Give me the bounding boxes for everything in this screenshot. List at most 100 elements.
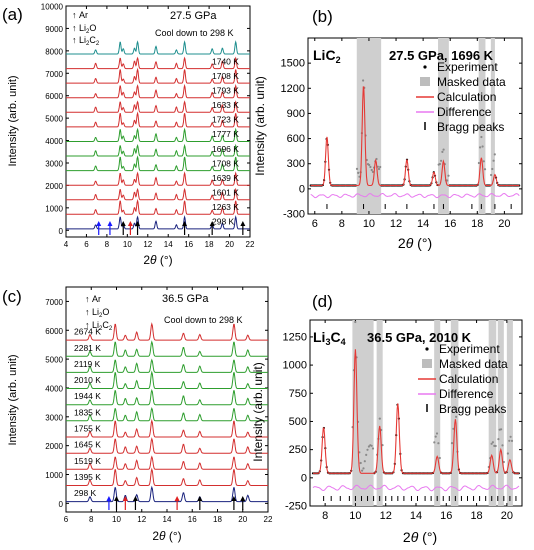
y-tick-label-b: 300 xyxy=(287,158,305,170)
experiment-point xyxy=(369,165,372,169)
diffraction-curve xyxy=(66,455,268,470)
legend-c: ↑ Ar ↑ Li2O ↑ Li2C2 xyxy=(85,294,113,332)
experiment-point xyxy=(481,145,484,148)
x-axis-label-b: 2θ (°) xyxy=(398,235,432,251)
experiment-point xyxy=(455,415,458,418)
marker-arrows-a xyxy=(96,221,246,235)
experiment-point xyxy=(501,444,504,447)
experiment-point xyxy=(365,453,368,456)
legend-label-ar-a: Ar xyxy=(79,10,88,20)
phase-marker-arrowhead xyxy=(96,221,102,226)
temperature-labels-a: 298 K 1263 K 1601 K 1639 K 1708 K 1696 K 1777 … xyxy=(212,56,239,226)
temperature-label: 2119 K xyxy=(74,359,101,369)
masked-region xyxy=(488,320,497,506)
temperature-label: 1835 K xyxy=(74,407,101,417)
x-tick-label-d: 10 xyxy=(349,510,361,522)
difference-curve xyxy=(312,484,520,492)
temperature-labels-c: 298 K 1395 K 1519 K 1645 K 1755 K 1835 K 1944 … xyxy=(74,327,101,499)
y-tick-label-d: 0 xyxy=(301,472,307,484)
masked-region xyxy=(506,320,513,506)
experiment-point xyxy=(446,179,449,182)
experiment-point xyxy=(491,441,494,444)
masked-region xyxy=(356,38,382,214)
legend-marker-masked xyxy=(420,77,430,86)
phase-marker-arrowhead xyxy=(231,496,237,501)
experiment-point xyxy=(371,447,375,450)
temperature-label: 2674 K xyxy=(74,327,101,337)
y-tick-label-b: 1500 xyxy=(281,58,305,70)
experiment-point xyxy=(433,441,436,444)
legend-label: Masked data xyxy=(439,357,508,371)
temperature-label: 1793 K xyxy=(212,85,239,95)
x-tick-label-b: 16 xyxy=(444,218,456,230)
legend-marker-experiment xyxy=(425,347,429,351)
x-ticks-b: 6 8 10 12 14 16 18 20 xyxy=(312,38,511,230)
y-tick-label-d: 1250 xyxy=(283,331,307,343)
x-tick-label-d: 20 xyxy=(501,510,513,522)
temperature-label: 1740 K xyxy=(212,56,239,66)
difference-curve xyxy=(310,192,520,199)
y-ticks-a: 0 1000 2000 3000 4000 5000 6000 7000 8000 9000 100… xyxy=(41,3,250,236)
panel-label-d: (d) xyxy=(312,292,333,311)
diffraction-curve xyxy=(66,67,250,84)
temperature-label: 1601 K xyxy=(212,188,239,198)
masked-region xyxy=(376,320,383,506)
experiment-point xyxy=(377,167,381,171)
temperature-label: 1708 K xyxy=(212,158,239,168)
phase-marker-arrowhead xyxy=(209,221,215,226)
x-tick-label-a: 16 xyxy=(184,240,193,249)
experiment-point xyxy=(479,146,482,149)
x-tick-label-b: 20 xyxy=(498,218,510,230)
x-tick-label-a: 6 xyxy=(84,240,89,249)
y-ticks-c: 0 1000 2000 3000 4000 5000 6000 7000 xyxy=(45,298,268,509)
y-tick-label-c: 4000 xyxy=(45,384,63,393)
y-tick-label-c: 1000 xyxy=(45,471,63,480)
x-tick-label-c: 22 xyxy=(264,515,273,524)
calculation-curve xyxy=(313,349,519,474)
masked-regions-b xyxy=(356,38,495,214)
y-tick-label-b: 900 xyxy=(287,108,305,120)
diffraction-curve xyxy=(66,215,250,230)
x-tick-label-a: 8 xyxy=(105,240,110,249)
y-axis-label-d: Intensity (arb. unit) xyxy=(251,362,265,461)
phase-label-d: Li3C4 xyxy=(313,329,346,347)
panel-a: (a) 0 1000 2000 3000 4000 5000 6000 7000 8000 900… xyxy=(2,3,255,268)
diffraction-curve xyxy=(66,111,250,128)
curves-c xyxy=(66,322,268,503)
diffraction-curve xyxy=(66,340,268,357)
temperature-label: 1755 K xyxy=(74,424,101,434)
phase-marker-arrowhead xyxy=(197,496,203,501)
y-tick-label-a: 2000 xyxy=(45,182,63,191)
masked-region xyxy=(490,38,495,214)
legend-label: Bragg peaks xyxy=(437,120,504,134)
diffraction-curve xyxy=(66,198,250,215)
x-tick-label-c: 12 xyxy=(137,515,146,524)
bragg-ticks-b xyxy=(326,204,512,209)
temperature-label: 1696 K xyxy=(212,144,239,154)
x-tick-label-c: 10 xyxy=(112,515,121,524)
experiment-point xyxy=(509,435,512,438)
temperature-label: 1395 K xyxy=(74,472,101,482)
experiment-point xyxy=(490,442,493,445)
y-tick-label-d: 1000 xyxy=(283,360,307,372)
experiment-point xyxy=(502,460,505,464)
x-axis-label-d: 2θ (°) xyxy=(403,529,437,545)
diffraction-curve xyxy=(66,407,268,422)
diffraction-curve xyxy=(66,127,250,142)
condition-label-b: 27.5 GPa, 1696 K xyxy=(389,48,494,63)
experiment-point xyxy=(370,444,373,447)
legend-a: ↑ Ar ↑ Li2O ↑ Li2C2 xyxy=(72,10,100,47)
phase-marker-arrowhead xyxy=(182,221,188,226)
y-tick-label-c: 2000 xyxy=(45,442,63,451)
y-tick-label-a: 4000 xyxy=(45,137,63,146)
experiment-point xyxy=(434,435,437,438)
experiment-point xyxy=(477,161,480,165)
phase-marker-arrowhead xyxy=(106,496,112,501)
legend-label: Difference xyxy=(437,105,492,119)
y-axis-label-b: Intensity (arb. unit) xyxy=(253,76,267,175)
diffraction-curve xyxy=(66,187,250,201)
diffraction-curve xyxy=(66,83,250,99)
legend-label: Calculation xyxy=(439,372,498,386)
plot-frame-a xyxy=(65,5,251,238)
legend-arrow-li2o-a: ↑ xyxy=(72,23,77,33)
